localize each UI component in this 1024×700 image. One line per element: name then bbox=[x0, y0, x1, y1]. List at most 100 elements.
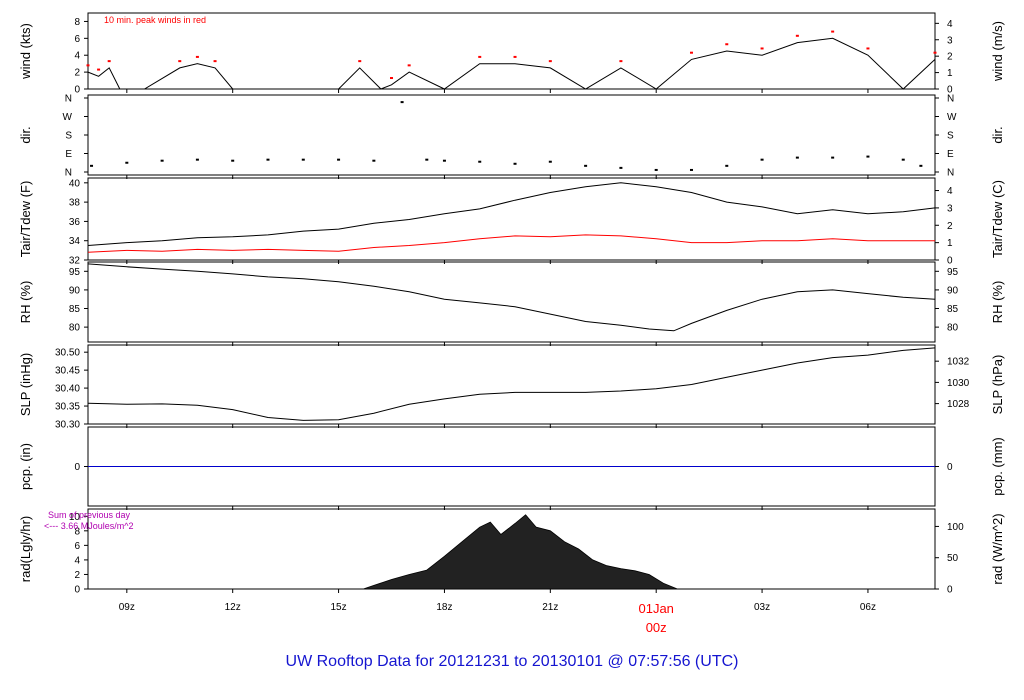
y-tick-label-right: 0 bbox=[947, 85, 953, 96]
direction-point bbox=[301, 158, 305, 161]
panel-3: 80 85 90 95 80 85 90 95 bbox=[69, 261, 959, 346]
y-tick-label: 85 bbox=[69, 304, 81, 315]
direction-point bbox=[442, 159, 446, 162]
x-tick-label: 18z bbox=[436, 602, 452, 613]
panel-frame bbox=[87, 12, 936, 90]
y-tick-label: 30.30 bbox=[55, 420, 80, 431]
y-tick-label-right: 1028 bbox=[947, 399, 970, 410]
figure-title: UW Rooftop Data for 20121231 to 20130101… bbox=[286, 653, 739, 670]
peak-wind-mark bbox=[933, 51, 937, 54]
y-tick-label: 2 bbox=[74, 570, 80, 581]
y-tick-label: 2 bbox=[74, 68, 80, 79]
direction-point bbox=[689, 168, 693, 171]
y-tick-label-right: N bbox=[947, 94, 954, 105]
date-marker-label: 01Jan bbox=[638, 601, 673, 616]
direction-point bbox=[125, 161, 129, 164]
direction-point bbox=[195, 158, 199, 161]
y-axis-label: wind (kts) bbox=[18, 23, 33, 80]
y-axis-label: dir. bbox=[18, 126, 33, 143]
x-tick-label: 21z bbox=[542, 602, 558, 613]
radiation-area bbox=[363, 514, 678, 590]
peak-wind-mark bbox=[213, 60, 217, 63]
y-tick-label-right: W bbox=[947, 112, 957, 123]
x-tick-label: 12z bbox=[225, 602, 241, 613]
direction-point bbox=[725, 164, 729, 167]
y-tick-label-right: 50 bbox=[947, 553, 959, 564]
peak-wind-annotation: 10 min. peak winds in red bbox=[104, 15, 206, 25]
direction-point bbox=[425, 158, 429, 161]
y-tick-label: 34 bbox=[69, 236, 81, 247]
y-tick-label-right: 4 bbox=[947, 19, 953, 30]
y-tick-label-right: 1032 bbox=[947, 357, 970, 368]
y-tick-label-right: E bbox=[947, 149, 954, 160]
date-marker-sublabel: 00z bbox=[646, 620, 667, 635]
y-tick-label: 90 bbox=[69, 285, 81, 296]
y-tick-label-right: 1030 bbox=[947, 378, 970, 389]
peak-wind-mark bbox=[358, 60, 362, 63]
panel-4: 30.30 30.35 30.40 30.45 30.50 1028 1030 1032 bbox=[55, 344, 970, 431]
peak-wind-mark bbox=[178, 60, 182, 63]
direction-point bbox=[901, 158, 905, 161]
y-tick-label: 4 bbox=[74, 51, 80, 62]
y-tick-label: E bbox=[65, 149, 72, 160]
y-tick-label-right: 0 bbox=[947, 585, 953, 596]
x-tick-label: 03z bbox=[754, 602, 770, 613]
y-tick-label: 8 bbox=[74, 526, 80, 537]
direction-point bbox=[478, 160, 482, 163]
direction-point bbox=[866, 155, 870, 158]
y-tick-label-right: 0 bbox=[947, 256, 953, 267]
panel-frame bbox=[87, 94, 936, 176]
panel-frame bbox=[87, 261, 936, 343]
peak-wind-mark bbox=[407, 64, 411, 67]
y-tick-label: 30.40 bbox=[55, 384, 80, 395]
y-tick-label-right: 85 bbox=[947, 304, 959, 315]
peak-wind-mark bbox=[866, 47, 870, 50]
peak-wind-mark bbox=[831, 30, 835, 33]
peak-wind-mark bbox=[195, 55, 199, 58]
y-tick-label: W bbox=[63, 112, 73, 123]
y-axis-label-right: rad (W/m^2) bbox=[990, 513, 1005, 584]
y-tick-label: 6 bbox=[74, 541, 80, 552]
y-axis-label-right: dir. bbox=[990, 126, 1005, 143]
panel-frame bbox=[87, 344, 936, 425]
y-axis-label-right: RH (%) bbox=[990, 281, 1005, 324]
peak-wind-mark bbox=[760, 47, 764, 50]
peak-wind-mark bbox=[689, 51, 693, 54]
peak-wind-mark bbox=[86, 64, 90, 67]
direction-point bbox=[654, 168, 658, 171]
direction-point bbox=[760, 158, 764, 161]
y-tick-label: S bbox=[65, 131, 72, 142]
radiation-sum-note: Sum of previous day bbox=[48, 510, 131, 520]
y-tick-label: 0 bbox=[74, 462, 80, 473]
direction-point bbox=[795, 156, 799, 159]
y-axis-label-right: SLP (hPa) bbox=[990, 355, 1005, 415]
y-tick-label: 4 bbox=[74, 555, 80, 566]
y-tick-label: 40 bbox=[69, 178, 81, 189]
direction-point bbox=[619, 166, 623, 169]
y-tick-label-right: 90 bbox=[947, 285, 959, 296]
y-tick-label: 38 bbox=[69, 198, 81, 209]
direction-point bbox=[584, 164, 588, 167]
peak-wind-mark bbox=[107, 60, 111, 63]
y-tick-label: 30.45 bbox=[55, 366, 80, 377]
y-tick-label: 80 bbox=[69, 323, 81, 334]
series-line-SLP bbox=[87, 347, 936, 421]
panel-1: N NE ES SW WN N bbox=[63, 94, 957, 179]
direction-point bbox=[266, 158, 270, 161]
y-tick-label-right: 95 bbox=[947, 267, 959, 278]
direction-point bbox=[160, 159, 164, 162]
direction-point bbox=[919, 164, 923, 167]
y-tick-label-right: N bbox=[947, 168, 954, 179]
y-tick-label-right: 2 bbox=[947, 221, 953, 232]
direction-point bbox=[831, 156, 835, 159]
y-tick-label-right: S bbox=[947, 131, 954, 142]
direction-point bbox=[90, 164, 94, 167]
y-tick-label-right: 1 bbox=[947, 238, 953, 249]
x-tick-label: 09z bbox=[119, 602, 135, 613]
y-tick-label: 8 bbox=[74, 17, 80, 28]
series-line-Tdew bbox=[87, 234, 935, 253]
y-tick-label: 30.35 bbox=[55, 402, 80, 413]
